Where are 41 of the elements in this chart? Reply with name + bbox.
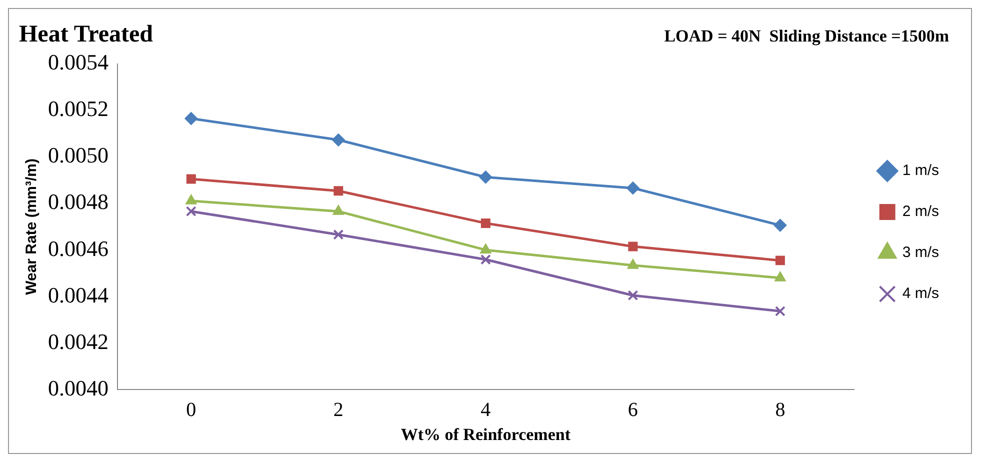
point: [186, 174, 196, 184]
chart-title: Heat Treated: [19, 22, 154, 48]
x-tick-label: 2: [333, 398, 344, 421]
point: [626, 182, 640, 195]
point: [479, 170, 492, 184]
point: [628, 242, 638, 252]
y-tick-label: 0.0042: [48, 328, 108, 354]
x-tick-label: 0: [186, 398, 196, 421]
point: [774, 218, 787, 232]
legend-label: 4 m/s: [902, 285, 940, 302]
y-tick-label: 0.0048: [48, 189, 108, 214]
point: [775, 256, 785, 266]
point: [185, 194, 197, 204]
point: [480, 254, 491, 265]
text: LOAD = 40N Sliding Distance =1500m: [664, 26, 949, 46]
y-axis-title: Wear Rate (mm³/m): [23, 158, 40, 295]
y-tick-label: 0.0050: [48, 142, 108, 168]
point: [480, 218, 490, 228]
y-tick-label: 0.0054: [48, 50, 108, 75]
legend-label: 2 m/s: [902, 203, 940, 220]
point: [334, 186, 344, 196]
y-tick-label: 0.0040: [48, 375, 108, 400]
point: [480, 243, 492, 254]
x-tick-label: 8: [775, 398, 786, 421]
y-tick-label: 0.0046: [48, 236, 108, 261]
point: [332, 204, 344, 215]
legend-label: 3 m/s: [902, 244, 940, 262]
point: [774, 271, 786, 282]
x-tick-label: 6: [628, 398, 638, 421]
y-tick-label: 0.0052: [48, 96, 108, 122]
y-tick-label: 0.0044: [48, 282, 108, 308]
point: [333, 229, 344, 240]
x-axis-title: Wt% of Reinforcement: [400, 425, 571, 444]
x-tick-label: 4: [480, 398, 491, 421]
point: [774, 306, 786, 316]
point: [186, 206, 196, 217]
point: [628, 290, 638, 301]
point: [332, 133, 345, 146]
legend-label: 1 m/s: [902, 162, 940, 180]
point: [627, 258, 639, 269]
point: [184, 112, 198, 125]
